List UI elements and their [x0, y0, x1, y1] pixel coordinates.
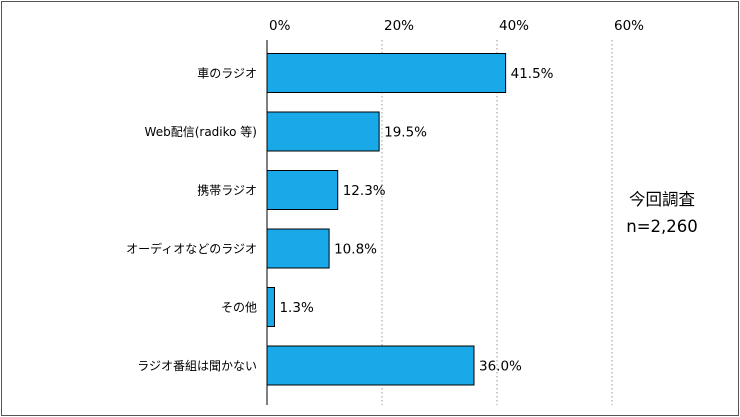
- annotation-sample-size: n=2,260: [626, 217, 698, 236]
- bar: [266, 345, 475, 386]
- category-label: 車のラジオ: [197, 67, 257, 81]
- value-label: 36.0%: [479, 359, 522, 375]
- value-label: 41.5%: [511, 66, 554, 82]
- bar: [266, 111, 380, 152]
- category-label: ラジオ番組は聞かない: [137, 359, 257, 373]
- bar: [266, 228, 330, 269]
- category-label: オーディオなどのラジオ: [126, 241, 257, 256]
- bars: [266, 53, 507, 386]
- x-axis-tick-labels: 0% 20% 40% 60%: [269, 18, 644, 34]
- value-label: 10.8%: [334, 242, 377, 258]
- category-label: 携帯ラジオ: [197, 183, 257, 198]
- grid-lines: [381, 40, 613, 405]
- tick-label: 0%: [269, 18, 291, 34]
- tick-label: 40%: [499, 18, 529, 34]
- bar: [266, 287, 275, 327]
- bar: [266, 170, 339, 210]
- value-labels: 41.5% 19.5% 12.3% 10.8% 1.3% 36.0%: [279, 66, 553, 375]
- annotation-survey-title: 今回調査: [629, 190, 695, 209]
- value-label: 1.3%: [279, 300, 313, 316]
- category-labels: 車のラジオ Web配信(radiko 等) 携帯ラジオオーディオなどのラジオその他ラ…: [126, 67, 257, 374]
- value-label: 12.3%: [343, 183, 386, 199]
- value-label: 19.5%: [384, 125, 427, 141]
- tick-label: 20%: [384, 18, 414, 34]
- category-label: Web配信(radiko 等): [145, 125, 257, 139]
- tick-label: 60%: [614, 18, 644, 34]
- bar: [266, 53, 507, 93]
- category-label: その他: [221, 301, 257, 315]
